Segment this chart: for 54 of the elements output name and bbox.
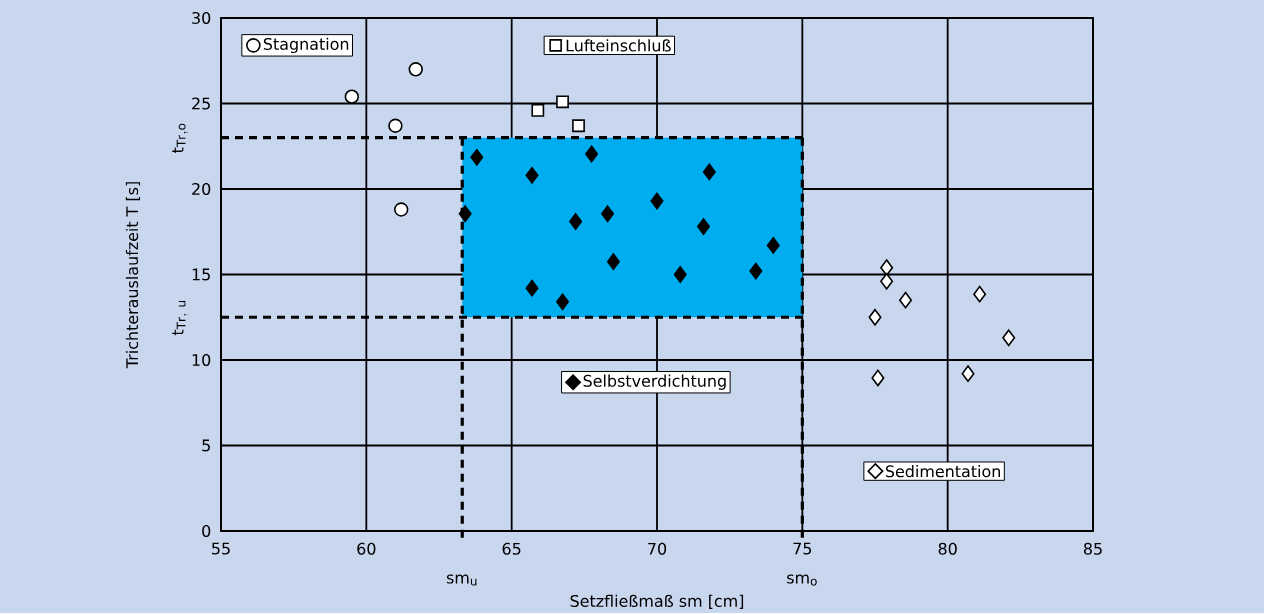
point (458, 205, 472, 223)
point (470, 148, 484, 166)
x-tick-label: 80 (938, 542, 957, 555)
point (673, 266, 687, 283)
point (556, 95, 569, 109)
point (973, 285, 987, 303)
x-tick-label: 75 (793, 542, 812, 555)
point (871, 369, 885, 387)
point (525, 279, 539, 297)
point (601, 205, 615, 223)
point (569, 212, 583, 230)
y-tick-label: 10 (192, 353, 211, 366)
x-tick-label: 70 (648, 542, 667, 555)
point (394, 202, 409, 217)
y-tick-label: 5 (202, 439, 210, 452)
point (388, 118, 403, 133)
y-tick-label: 30 (192, 11, 211, 24)
legend-label: Selbstverdichtung (583, 374, 726, 390)
x-tick-label: 85 (1083, 542, 1102, 555)
y-tick-label: 15 (192, 268, 210, 281)
x-axis-title: Setzfließmaß sm [cm] (570, 594, 744, 609)
ref-line-label: $\mathrm{t}_{\mathrm{Tr,\ u}}$ (172, 300, 188, 336)
x-tick-label: 55 (212, 542, 230, 555)
point (531, 103, 545, 117)
ref-line-label: $\mathrm{sm}_{\mathrm{o}}$ (787, 574, 817, 586)
legend-label: Stagnation (263, 37, 349, 53)
point (344, 89, 359, 104)
point (880, 272, 894, 290)
point (766, 236, 780, 254)
point (408, 62, 423, 77)
x-tick-label: 65 (502, 542, 521, 555)
point (525, 166, 539, 184)
point (697, 218, 711, 235)
legend-label: Sedimentation (885, 464, 1000, 478)
point (702, 163, 716, 181)
point (606, 253, 620, 270)
legend-label: Lufteinschluß (566, 39, 671, 52)
y-tick-label: 0 (202, 524, 211, 537)
point (556, 293, 570, 311)
point (899, 291, 913, 309)
point (880, 259, 894, 276)
y-axis-title: Trichterauslaufzeit T [s] (125, 182, 141, 369)
ref-line-label: $\mathrm{sm}_{\mathrm{u}}$ (446, 574, 477, 586)
point (1002, 329, 1016, 347)
point (868, 308, 882, 326)
y-tick-label: 20 (192, 182, 211, 195)
ref-line-label: $\mathrm{t}_{\mathrm{Tr,o}}$ (172, 123, 188, 153)
point (961, 365, 975, 382)
point (572, 119, 585, 133)
point (749, 262, 763, 280)
y-tick-label: 25 (192, 97, 210, 110)
point (650, 192, 664, 210)
x-tick-label: 60 (357, 542, 376, 555)
point (585, 145, 599, 163)
